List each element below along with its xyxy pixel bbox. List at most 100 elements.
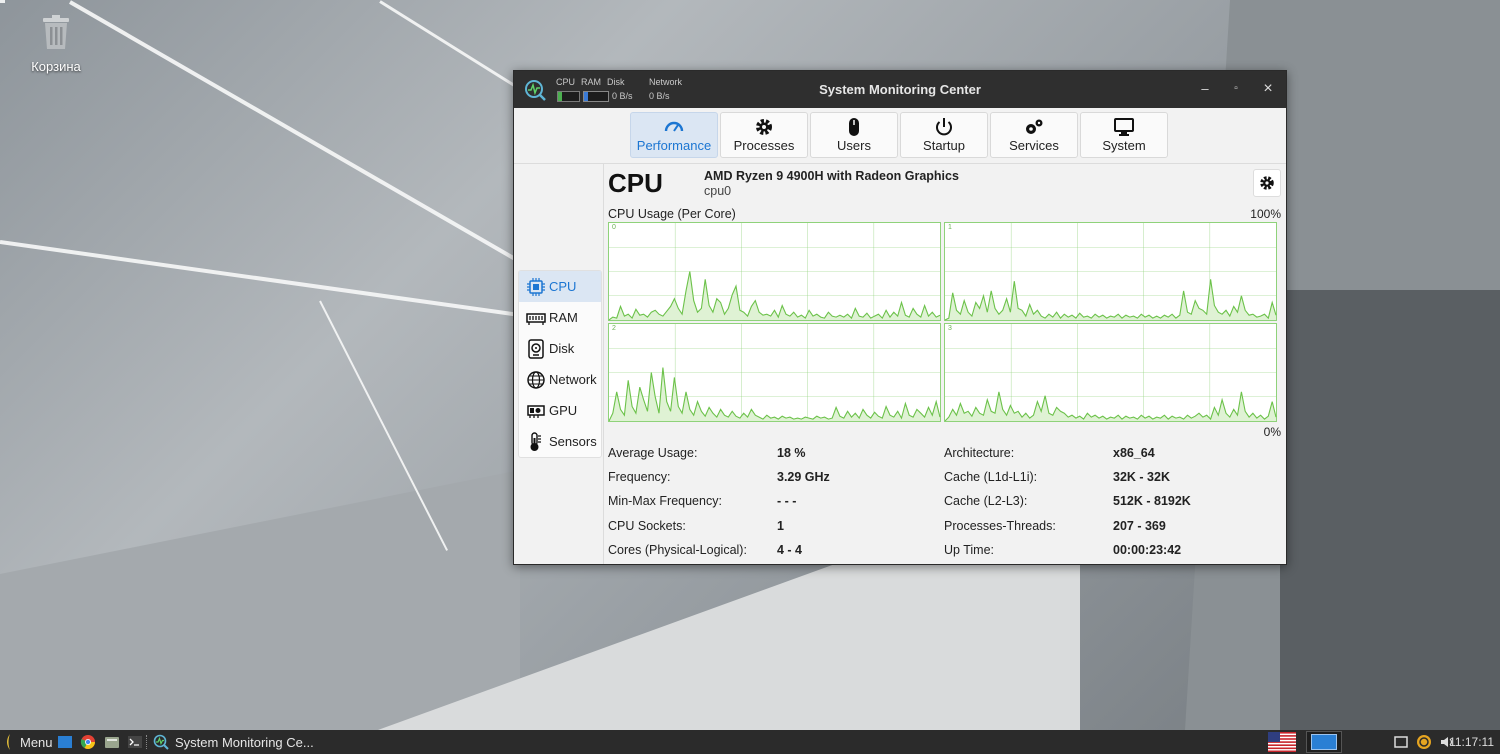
tab-services[interactable]: Services bbox=[990, 112, 1078, 158]
mouse-icon bbox=[849, 118, 859, 136]
maximize-button[interactable]: ▫ bbox=[1234, 83, 1238, 94]
stats-left: Average Usage: 18 % Frequency: 3.29 GHz Mi… bbox=[608, 446, 830, 567]
sidebar-divider bbox=[603, 164, 604, 564]
tab-startup[interactable]: Startup bbox=[900, 112, 988, 158]
trash-label: Корзина bbox=[31, 59, 81, 74]
stats-right: Architecture: x86_64 Cache (L1d-L1i): 32K … bbox=[944, 446, 1191, 567]
mini-network-label: Network bbox=[649, 77, 683, 87]
mini-cpu-bar bbox=[557, 91, 580, 102]
sidebar-item-disk[interactable]: Disk bbox=[519, 333, 601, 364]
usage-line bbox=[609, 367, 941, 422]
stat-key: Up Time: bbox=[944, 542, 995, 557]
tab-system[interactable]: System bbox=[1080, 112, 1168, 158]
tab-divider bbox=[514, 163, 1286, 164]
menu-button[interactable]: Menu bbox=[4, 730, 53, 754]
sidebar-label: CPU bbox=[549, 279, 577, 294]
globe-icon bbox=[527, 370, 545, 389]
trash-desktop-icon[interactable]: Корзина bbox=[28, 14, 84, 74]
system-monitor-window: CPU RAM Disk Network 0 B/s 0 B/s System Mo… bbox=[513, 70, 1287, 565]
titlebar[interactable]: CPU RAM Disk Network 0 B/s 0 B/s System Mo… bbox=[514, 71, 1286, 108]
workspace-switcher[interactable] bbox=[1306, 730, 1342, 754]
minimize-button[interactable]: – bbox=[1201, 81, 1209, 96]
terminal-launcher[interactable] bbox=[127, 730, 143, 754]
taskbar-window-button[interactable]: System Monitoring Ce... bbox=[153, 730, 314, 754]
stat-key: Cores (Physical-Logical): bbox=[608, 542, 747, 557]
tab-label: Users bbox=[837, 138, 871, 153]
tab-label: Performance bbox=[636, 138, 712, 153]
max-percent-label: 100% bbox=[1250, 207, 1281, 221]
main-tabs: Performance Processes Users Startup bbox=[630, 112, 1168, 158]
show-desktop-launcher[interactable] bbox=[57, 730, 73, 754]
close-button[interactable]: × bbox=[1263, 80, 1273, 97]
keyboard-layout-indicator[interactable] bbox=[1268, 730, 1296, 754]
gpu-icon bbox=[527, 404, 545, 418]
clock[interactable]: 11:17:11 bbox=[1449, 735, 1494, 749]
sidebar-item-network[interactable]: Network bbox=[519, 364, 601, 395]
sidebar-item-sensors[interactable]: Sensors bbox=[519, 426, 601, 457]
core-1-graph-svg bbox=[945, 223, 1277, 321]
stat-row: Average Usage: 18 % bbox=[608, 446, 830, 470]
stat-row: Up Time: 00:00:23:42 bbox=[944, 543, 1191, 567]
settings-button[interactable] bbox=[1253, 169, 1281, 197]
sidebar-item-ram[interactable]: RAM bbox=[519, 302, 601, 333]
sidebar-item-cpu[interactable]: CPU bbox=[519, 271, 601, 302]
core-label: 2 bbox=[612, 325, 616, 332]
usage-area bbox=[945, 279, 1276, 320]
stat-value: 00:00:23:42 bbox=[1113, 542, 1182, 557]
stat-value: 1 bbox=[777, 518, 784, 533]
volume-icon[interactable] bbox=[1440, 735, 1454, 749]
sidebar-label: Sensors bbox=[549, 434, 597, 449]
stat-value: - - - bbox=[777, 494, 797, 509]
core-graph[interactable]: 3 bbox=[944, 323, 1277, 422]
usage-label: CPU Usage (Per Core) bbox=[608, 207, 736, 221]
core-label: 3 bbox=[948, 325, 952, 332]
core-graph[interactable]: 0 bbox=[608, 222, 941, 321]
core-3-graph-svg bbox=[945, 324, 1277, 422]
taskbar-window-label: System Monitoring Ce... bbox=[175, 734, 314, 750]
sidebar-label: Network bbox=[549, 372, 597, 387]
stat-key: Frequency: bbox=[608, 470, 671, 485]
stat-value: 3.29 GHz bbox=[777, 470, 830, 485]
mini-cpu-label: CPU bbox=[556, 77, 576, 87]
window-title: System Monitoring Center bbox=[819, 82, 981, 97]
folder-icon bbox=[105, 737, 119, 748]
mini-ram-bar bbox=[583, 91, 609, 102]
stat-row: Cache (L1d-L1i): 32K - 32K bbox=[944, 470, 1191, 494]
core-label: 1 bbox=[948, 224, 952, 231]
core-graph[interactable]: 2 bbox=[608, 323, 941, 422]
usage-area bbox=[609, 367, 940, 421]
cpu-model: AMD Ryzen 9 4900H with Radeon Graphics bbox=[704, 169, 959, 183]
sidebar-item-gpu[interactable]: GPU bbox=[519, 395, 601, 426]
mini-net-speed: 0 B/s bbox=[649, 91, 670, 101]
stat-key: Cache (L1d-L1i): bbox=[944, 470, 1038, 485]
ram-icon bbox=[526, 312, 546, 325]
tab-performance[interactable]: Performance bbox=[630, 112, 718, 158]
stat-row: CPU Sockets: 1 bbox=[608, 519, 830, 543]
menu-label: Menu bbox=[20, 734, 53, 750]
stat-row: Cores (Physical-Logical): 4 - 4 bbox=[608, 543, 830, 567]
stat-value: 207 - 369 bbox=[1113, 518, 1166, 533]
chrome-launcher[interactable] bbox=[80, 730, 96, 754]
core-graph[interactable]: 1 bbox=[944, 222, 1277, 321]
sidebar-label: RAM bbox=[549, 310, 578, 325]
tab-label: Services bbox=[1009, 138, 1059, 153]
tab-label: System bbox=[1102, 138, 1146, 153]
disk-icon bbox=[528, 338, 544, 359]
mini-ram-label: RAM bbox=[581, 77, 602, 87]
tab-users[interactable]: Users bbox=[810, 112, 898, 158]
tab-processes[interactable]: Processes bbox=[720, 112, 808, 158]
thermometer-icon bbox=[530, 431, 541, 451]
sidebar-label: Disk bbox=[549, 341, 575, 356]
usage-area bbox=[609, 271, 940, 320]
app-icon bbox=[153, 734, 169, 750]
workspace-thumbnail bbox=[1311, 734, 1337, 750]
taskbar-separator bbox=[146, 730, 148, 754]
update-icon[interactable] bbox=[1416, 734, 1432, 750]
stat-value: 18 % bbox=[777, 446, 806, 460]
power-icon bbox=[936, 118, 952, 136]
window-list-icon[interactable] bbox=[1394, 735, 1408, 749]
stat-value: 512K - 8192K bbox=[1113, 494, 1191, 509]
desktop-icon bbox=[58, 736, 72, 748]
files-launcher[interactable] bbox=[104, 730, 120, 754]
performance-sidebar: CPU RAM Disk Network bbox=[518, 270, 602, 458]
